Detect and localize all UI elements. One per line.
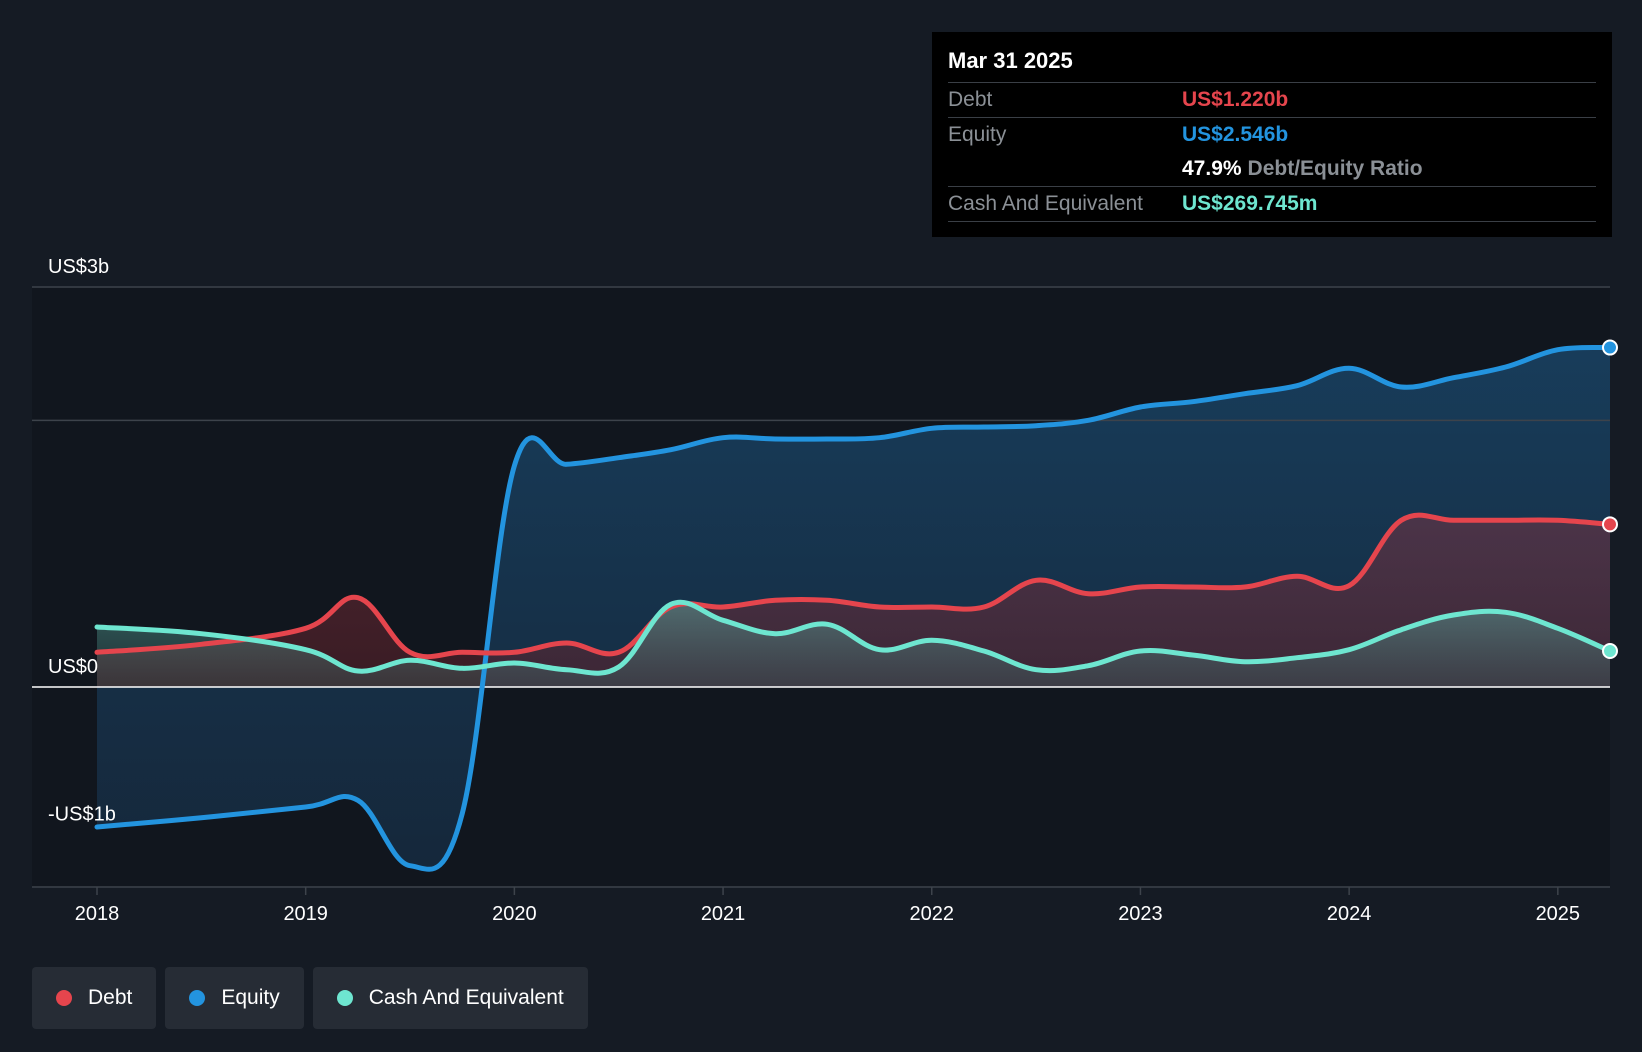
tooltip-ratio-value: 47.9% — [1182, 157, 1242, 180]
x-tick-label: 2024 — [1327, 903, 1372, 925]
x-tick-label: 2025 — [1536, 903, 1581, 925]
chart-legend: Debt Equity Cash And Equivalent — [32, 967, 588, 1029]
debt-line — [94, 512, 1613, 660]
legend-debt-label: Debt — [88, 986, 133, 1009]
equity-dot-icon — [189, 990, 206, 1006]
y-tick-label: -US$1b — [48, 803, 116, 825]
x-tick-label: 2019 — [283, 903, 328, 925]
legend-cash-label: Cash And Equivalent — [368, 986, 564, 1009]
tooltip-debt-label: Debt — [948, 88, 993, 111]
tooltip-debt-row: Debt US$1.220b — [948, 83, 1596, 118]
tooltip-cash-value: US$269.745m — [1182, 192, 1318, 215]
tooltip-cash-label: Cash And Equivalent — [948, 192, 1143, 215]
x-tick-label: 2021 — [701, 903, 746, 925]
legend-equity-label: Equity — [221, 986, 280, 1009]
y-tick-label: US$3b — [48, 256, 109, 278]
tooltip-ratio-row: 47.9% Debt/Equity Ratio — [948, 152, 1596, 187]
tooltip-equity-value: US$2.546b — [1182, 123, 1289, 146]
cash-end-marker[interactable] — [1602, 643, 1618, 659]
equity-line — [94, 344, 1613, 872]
x-tick-label: 2022 — [910, 903, 955, 925]
tooltip-date: Mar 31 2025 — [948, 46, 1596, 83]
tooltip-debt-value: US$1.220b — [1182, 88, 1289, 111]
x-tick-label: 2023 — [1118, 903, 1163, 925]
y-tick-label: US$0 — [48, 656, 98, 678]
x-tick-label: 2020 — [492, 903, 537, 925]
debt-dot-icon — [56, 990, 72, 1006]
cash-area — [97, 602, 1610, 687]
debt-area — [97, 515, 1610, 687]
tooltip-panel: Mar 31 2025 Debt US$1.220b Equity US$2.5… — [932, 32, 1612, 237]
tooltip-equity-label: Equity — [948, 123, 1007, 146]
legend-item-cash[interactable]: Cash And Equivalent — [312, 967, 588, 1029]
tooltip-ratio-label: Debt/Equity Ratio — [1247, 157, 1423, 180]
legend-item-debt[interactable]: Debt — [32, 967, 157, 1029]
equity-end-marker[interactable] — [1602, 339, 1618, 356]
legend-item-equity[interactable]: Equity — [165, 967, 304, 1029]
tooltip-cash-row: Cash And Equivalent US$269.745m — [948, 187, 1596, 222]
cash-dot-icon — [336, 990, 353, 1006]
x-tick-label: 2018 — [75, 903, 120, 925]
debt-end-marker[interactable] — [1602, 516, 1618, 533]
cash-line — [94, 599, 1613, 676]
tooltip-equity-row: Equity US$2.546b — [948, 118, 1596, 152]
